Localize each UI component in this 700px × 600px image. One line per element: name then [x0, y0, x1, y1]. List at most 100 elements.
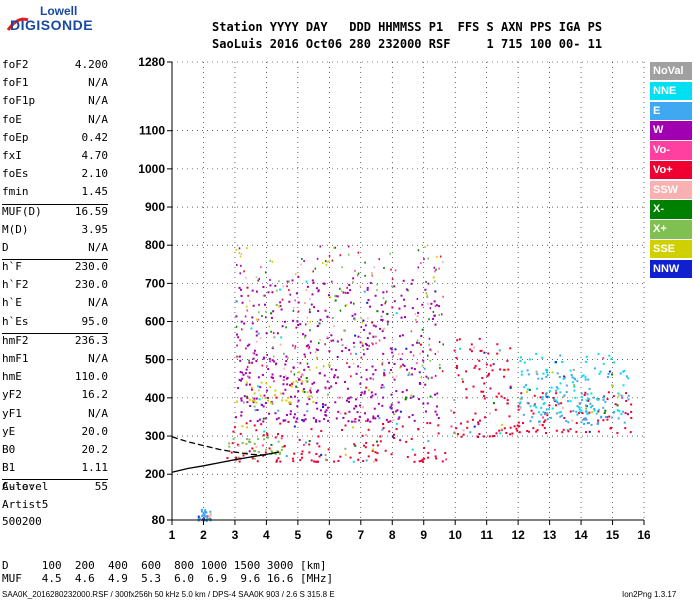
- echo-dot: [266, 353, 268, 356]
- echo-dot: [381, 428, 384, 431]
- echo-dot: [363, 290, 366, 293]
- echo-dot: [335, 417, 338, 420]
- echo-dot: [362, 460, 365, 463]
- echo-dot: [354, 420, 357, 423]
- echo-dot: [579, 402, 582, 405]
- param-row: fxI 4.70: [2, 149, 108, 167]
- y-tick-label: 1280: [138, 55, 165, 69]
- echo-dot: [622, 370, 625, 373]
- param-key: foF2: [2, 58, 29, 71]
- echo-dot: [424, 383, 427, 386]
- echo-dot: [382, 291, 385, 294]
- echo-dot: [591, 404, 594, 407]
- echo-dot: [204, 509, 207, 512]
- echo-dot: [279, 305, 282, 308]
- echo-dot: [235, 325, 238, 328]
- echo-dot: [269, 386, 272, 389]
- echo-dot: [498, 349, 501, 352]
- echo-dot: [551, 371, 554, 374]
- echo-dot: [257, 385, 260, 388]
- echo-dot: [365, 441, 368, 444]
- echo-dot: [572, 368, 575, 371]
- echo-dot: [623, 369, 626, 372]
- echo-dot: [311, 382, 314, 385]
- param-row: foF2 4.200: [2, 58, 108, 76]
- echo-dot: [382, 396, 385, 399]
- echo-dot: [303, 302, 306, 305]
- echo-dot: [245, 347, 247, 350]
- echo-dot: [332, 339, 335, 342]
- echo-dot: [456, 339, 459, 342]
- echo-dot: [372, 444, 375, 447]
- echo-dot: [306, 316, 309, 319]
- echo-dot: [274, 389, 277, 392]
- echo-dot: [348, 410, 351, 413]
- echo-dot: [429, 348, 432, 351]
- echo-dot: [492, 402, 495, 405]
- echo-dot: [567, 400, 570, 403]
- echo-dot: [542, 416, 545, 419]
- echo-dot: [618, 410, 621, 413]
- echo-dot: [434, 410, 437, 413]
- echo-dot: [402, 363, 405, 366]
- legend-item-nnw: NNW: [650, 259, 692, 279]
- echo-dot: [354, 334, 357, 337]
- echo-dot: [270, 443, 273, 446]
- echo-dot: [286, 383, 289, 386]
- echo-dot: [271, 359, 274, 362]
- echo-dot: [252, 352, 254, 355]
- echo-dot: [263, 438, 266, 441]
- echo-dot: [273, 355, 275, 358]
- echo-dot: [317, 309, 320, 312]
- echo-dot: [435, 304, 438, 307]
- echo-dot: [506, 399, 509, 402]
- echo-dot: [262, 357, 265, 360]
- echo-dot: [620, 413, 623, 416]
- echo-dot: [569, 400, 572, 403]
- echo-dot: [500, 428, 503, 431]
- echo-dot: [408, 416, 411, 419]
- echo-dot: [248, 383, 251, 386]
- echo-dot: [256, 408, 259, 411]
- echo-dot: [258, 277, 260, 280]
- echo-dot: [395, 390, 398, 393]
- echo-dot: [353, 345, 356, 348]
- echo-dot: [576, 405, 579, 408]
- echo-dot: [236, 263, 238, 266]
- echo-dot: [366, 301, 369, 304]
- echo-dot: [302, 443, 305, 446]
- x-tick-label: 15: [606, 528, 620, 542]
- echo-dot: [302, 333, 305, 336]
- echo-dot: [576, 380, 579, 383]
- echo-dot: [586, 393, 589, 396]
- echo-dot: [327, 294, 330, 297]
- echo-dot: [209, 514, 212, 517]
- echo-dot: [434, 323, 437, 326]
- echo-dot: [274, 436, 277, 439]
- echo-dot: [372, 343, 374, 346]
- echo-dot: [203, 519, 206, 522]
- echo-dot: [328, 387, 331, 390]
- echo-dot: [277, 417, 280, 420]
- echo-dot: [264, 451, 267, 454]
- echo-dot: [546, 412, 549, 415]
- echo-dot: [290, 385, 293, 388]
- echo-dot: [245, 368, 248, 371]
- param-key: h`F2: [2, 278, 29, 292]
- echo-dot: [586, 422, 589, 425]
- echo-dot: [326, 406, 329, 409]
- echo-dot: [581, 375, 584, 378]
- x-tick-label: 8: [389, 528, 396, 542]
- echo-dot: [253, 442, 256, 445]
- echo-dot: [333, 460, 336, 463]
- echo-dot: [412, 354, 415, 357]
- echo-dot: [572, 410, 575, 413]
- echo-dot: [316, 324, 319, 327]
- echo-dot: [237, 387, 240, 390]
- echo-dot: [292, 381, 295, 384]
- echo-dot: [430, 302, 433, 305]
- echo-dot: [271, 373, 274, 376]
- x-tick-label: 14: [574, 528, 588, 542]
- echo-dot: [617, 417, 620, 420]
- echo-dot: [379, 327, 382, 330]
